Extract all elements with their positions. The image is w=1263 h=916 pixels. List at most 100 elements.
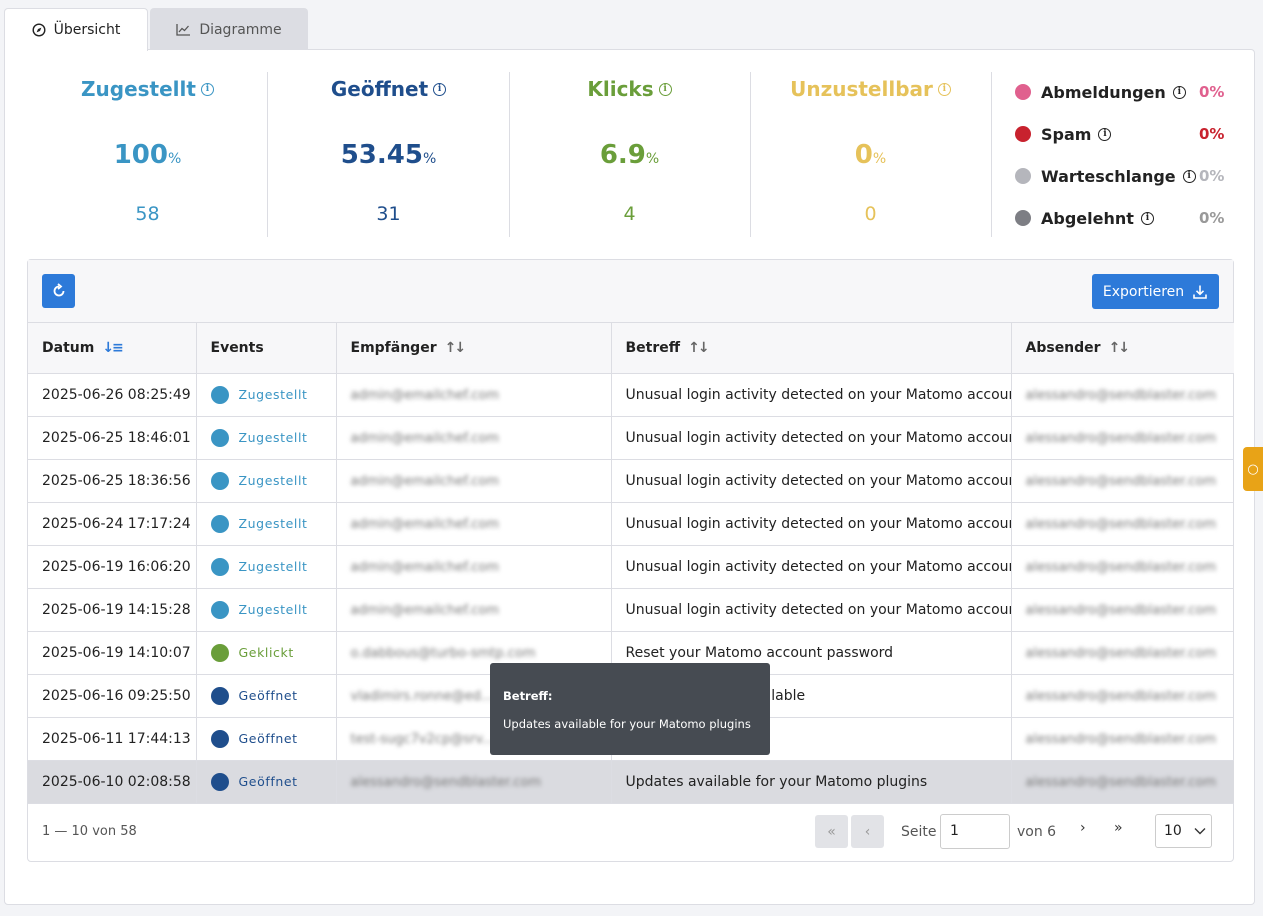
cell-event: Geöffnet: [196, 674, 337, 718]
mini-stat-rejected: Abgelehnt i 0%: [1015, 203, 1225, 233]
recipient-email: test-sugc7v2cp@srv...: [350, 731, 495, 747]
stat-unit: %: [872, 151, 887, 167]
stat-count: 58: [135, 203, 160, 225]
chart-icon: [176, 23, 191, 36]
tooltip-text: Updates available for your Matomo plugin…: [503, 717, 751, 731]
divider: [267, 72, 268, 237]
last-page-button[interactable]: »: [1114, 820, 1123, 836]
column-header-sender[interactable]: Absender ↑↓: [1011, 323, 1234, 374]
cell-recipient: admin@emailchef.com: [336, 502, 612, 546]
table-row[interactable]: 2025-06-19 16:06:20 Zugestellt admin@email…: [28, 545, 1234, 589]
column-label: Events: [210, 339, 264, 356]
column-label: Betreff: [625, 339, 681, 356]
stat-count: 4: [623, 203, 636, 225]
event-dot: [210, 600, 229, 619]
event-label: Zugestellt: [238, 473, 308, 488]
cell-recipient: admin@emailchef.com: [336, 416, 612, 460]
mini-stat-spam: Spam i 0%: [1015, 119, 1225, 149]
stat-title: Zugestellt: [81, 77, 196, 101]
event-label: Zugestellt: [238, 602, 308, 617]
page-size-select[interactable]: 10: [1155, 814, 1212, 848]
cell-date: 2025-06-24 17:17:24: [28, 502, 197, 546]
info-icon[interactable]: i: [1098, 127, 1112, 141]
info-icon[interactable]: i: [1182, 169, 1196, 183]
info-icon[interactable]: i: [433, 82, 447, 96]
sender-email: alessandro@sendblaster.com: [1025, 516, 1217, 532]
tab-charts[interactable]: Diagramme: [150, 8, 308, 50]
refresh-icon: [51, 283, 67, 299]
cell-sender: alessandro@sendblaster.com: [1011, 459, 1234, 503]
column-label: Absender: [1025, 339, 1101, 356]
chevron-left-icon: ‹: [864, 823, 871, 840]
sender-email: alessandro@sendblaster.com: [1025, 645, 1217, 661]
table-row[interactable]: 2025-06-24 17:17:24 Zugestellt admin@email…: [28, 502, 1234, 546]
cell-subject[interactable]: Unusual login activity detected on your …: [611, 459, 1012, 503]
mini-value: 0%: [1199, 125, 1225, 143]
feedback-side-button[interactable]: ○: [1243, 447, 1263, 491]
cell-date: 2025-06-16 09:25:50: [28, 674, 197, 718]
column-header-subject[interactable]: Betreff ↑↓: [611, 323, 1012, 374]
event-label: Zugestellt: [238, 559, 308, 574]
stat-clicks: Klicks i 6.9% 4: [509, 72, 750, 236]
sort-icon[interactable]: ↑↓: [444, 339, 467, 356]
info-icon[interactable]: i: [937, 82, 951, 96]
event-dot: [210, 729, 229, 748]
column-label: Datum: [42, 339, 95, 356]
table-row[interactable]: 2025-06-25 18:36:56 Zugestellt admin@email…: [28, 459, 1234, 503]
column-label: Empfänger: [350, 339, 437, 356]
column-header-date[interactable]: Datum ↓≡: [28, 323, 197, 374]
sender-email: alessandro@sendblaster.com: [1025, 473, 1217, 489]
info-icon[interactable]: i: [1140, 211, 1154, 225]
sender-email: alessandro@sendblaster.com: [1025, 688, 1217, 704]
divider: [509, 72, 510, 237]
cell-event: Zugestellt: [196, 545, 337, 589]
event-dot: [210, 772, 229, 791]
next-page-button[interactable]: ›: [1080, 820, 1086, 836]
table-row[interactable]: 2025-06-26 08:25:49 Zugestellt admin@email…: [28, 373, 1234, 417]
table-header-row: Datum ↓≡ Events Empfänger ↑↓ Betreff ↑↓ Abs…: [28, 323, 1234, 374]
info-icon[interactable]: i: [1172, 85, 1186, 99]
sort-desc-icon[interactable]: ↓≡: [102, 339, 124, 356]
recipient-email: admin@emailchef.com: [350, 430, 500, 446]
cell-subject[interactable]: Unusual login activity detected on your …: [611, 373, 1012, 417]
cell-subject[interactable]: Updates available for your Matomo plugin…: [611, 760, 1012, 804]
cell-subject[interactable]: Unusual login activity detected on your …: [611, 588, 1012, 632]
event-dot: [210, 514, 229, 533]
stat-undeliverable: Unzustellbar i 0% 0: [750, 72, 991, 236]
table-row[interactable]: 2025-06-16 09:25:50 Geöffnet vladimirs.ron…: [28, 674, 1234, 718]
first-page-button[interactable]: «: [815, 815, 848, 848]
table-row[interactable]: 2025-06-25 18:46:01 Zugestellt admin@email…: [28, 416, 1234, 460]
sender-email: alessandro@sendblaster.com: [1025, 430, 1217, 446]
cell-subject[interactable]: Unusual login activity detected on your …: [611, 416, 1012, 460]
download-icon: [1192, 284, 1208, 300]
export-button[interactable]: Exportieren: [1092, 274, 1219, 309]
cell-date: 2025-06-11 17:44:13: [28, 717, 197, 761]
column-header-recipient[interactable]: Empfänger ↑↓: [336, 323, 612, 374]
recipient-email: admin@emailchef.com: [350, 602, 500, 618]
tab-overview[interactable]: Übersicht: [4, 8, 148, 51]
recipient-email: admin@emailchef.com: [350, 387, 500, 403]
chevron-down-icon: [1194, 827, 1206, 835]
sender-email: alessandro@sendblaster.com: [1025, 387, 1217, 403]
table-row[interactable]: 2025-06-19 14:15:28 Zugestellt admin@email…: [28, 588, 1234, 632]
stat-percent: 100: [113, 140, 168, 170]
cell-sender: alessandro@sendblaster.com: [1011, 373, 1234, 417]
table-toolbar: Exportieren: [28, 260, 1233, 323]
page-input[interactable]: 1: [940, 814, 1010, 849]
info-icon[interactable]: i: [658, 82, 672, 96]
sort-icon[interactable]: ↑↓: [688, 339, 710, 356]
stat-title: Unzustellbar: [790, 77, 933, 101]
overview-panel: Zugestellt i 100% 58 Geöffnet i 53.45% 31 …: [4, 49, 1255, 905]
cell-subject[interactable]: Unusual login activity detected on your …: [611, 502, 1012, 546]
refresh-button[interactable]: [42, 274, 75, 308]
table-row[interactable]: 2025-06-10 02:08:58 Geöffnet alessandro@se…: [28, 760, 1234, 804]
cell-event: Zugestellt: [196, 416, 337, 460]
cell-subject[interactable]: Unusual login activity detected on your …: [611, 545, 1012, 589]
prev-page-button[interactable]: ‹: [851, 815, 884, 848]
info-icon[interactable]: i: [200, 82, 214, 96]
page-size-value: 10: [1164, 823, 1182, 839]
event-dot: [210, 643, 229, 662]
cell-sender: alessandro@sendblaster.com: [1011, 502, 1234, 546]
sort-icon[interactable]: ↑↓: [1108, 339, 1131, 356]
sender-email: alessandro@sendblaster.com: [1025, 559, 1217, 575]
